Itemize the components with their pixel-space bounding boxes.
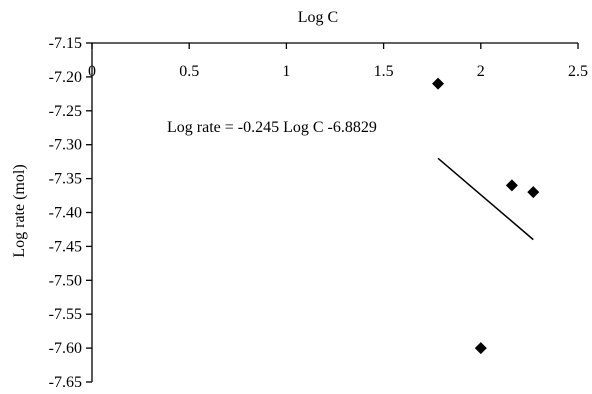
- y-tick-label: -7.15: [49, 35, 82, 52]
- y-tick-label: -7.40: [49, 205, 82, 222]
- y-tick-label: -7.60: [49, 340, 82, 357]
- x-tick-label: 2: [477, 63, 485, 80]
- y-tick-label: -7.45: [49, 238, 82, 255]
- x-axis-label: Log C: [298, 9, 338, 26]
- y-tick-label: -7.65: [49, 374, 82, 391]
- x-tick-label: 1.5: [374, 63, 394, 80]
- y-tick-label: -7.25: [49, 103, 82, 120]
- trendline-group: [438, 158, 533, 239]
- data-point: [527, 186, 539, 198]
- x-tick-label: 2.5: [568, 63, 588, 80]
- y-tick-label: -7.35: [49, 171, 82, 188]
- y-tick-label: -7.50: [49, 272, 82, 289]
- data-point: [506, 179, 518, 191]
- axes: [92, 43, 578, 382]
- y-tick-label: -7.55: [49, 306, 82, 323]
- x-tick-label: 1: [282, 63, 290, 80]
- data-point: [432, 78, 444, 90]
- data-point: [475, 342, 487, 354]
- y-tick-label: -7.30: [49, 137, 82, 154]
- y-axis-label: Log rate (mol): [11, 164, 28, 257]
- y-ticks: -7.15 -7.20 -7.25 -7.30 -7.35 -7.40 -7.45 -7.50…: [49, 35, 92, 391]
- trendline: [438, 158, 533, 239]
- regression-equation: Log rate = -0.245 Log C -6.8829: [167, 119, 377, 136]
- y-tick-label: -7.20: [49, 69, 82, 86]
- data-points: [432, 78, 539, 354]
- x-tick-label: 0.5: [179, 63, 199, 80]
- x-ticks: 0 0.5 1 1.5 2 2.5: [88, 43, 588, 80]
